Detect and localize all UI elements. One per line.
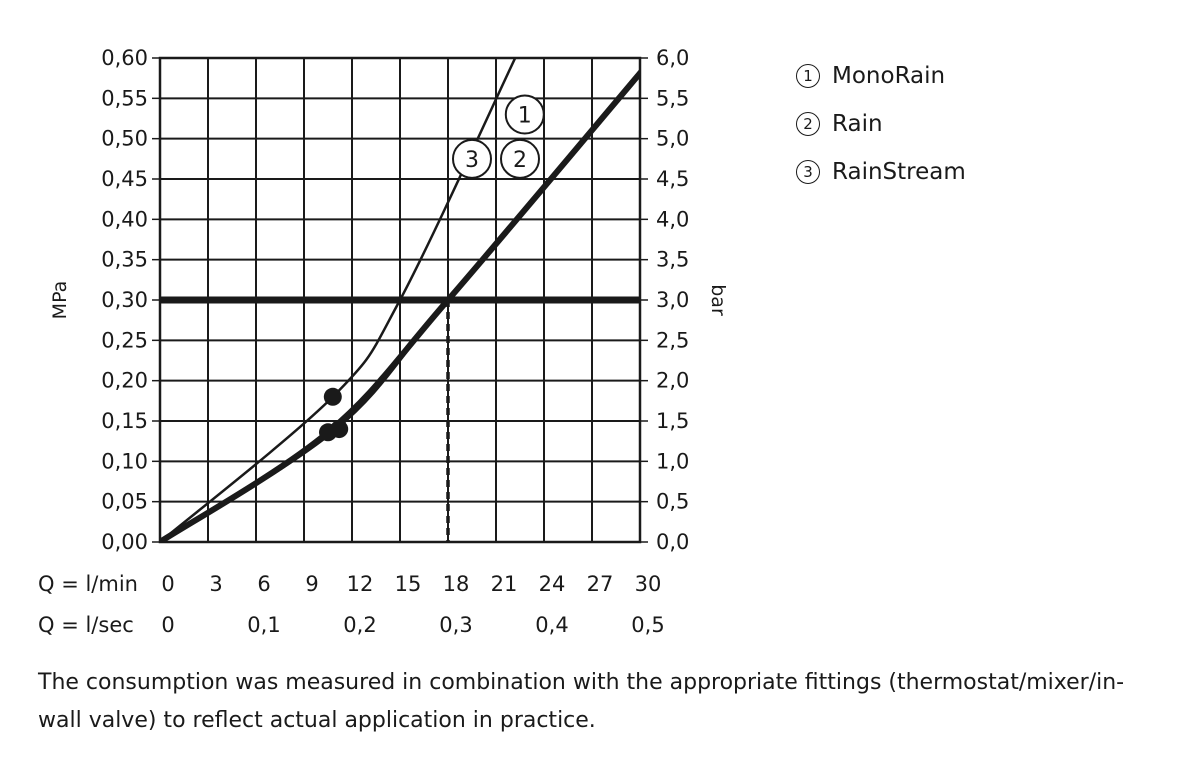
legend-marker-1: 1 [796, 64, 820, 88]
x-tick-label-lmin: 21 [491, 572, 518, 596]
x-tick-label-lsec: 0 [161, 613, 174, 637]
x-tick-label-lmin: 30 [635, 572, 662, 596]
x-tick-label-lsec: 0,2 [343, 613, 376, 637]
legend-label-rainstream: RainStream [832, 159, 966, 185]
y-axis-title-bar: bar [707, 284, 729, 316]
x-tick-label-lsec: 0,1 [247, 613, 280, 637]
y-tick-label-bar: 1,5 [656, 409, 689, 433]
y-tick-label-bar: 4,5 [656, 167, 689, 191]
legend: 1 MonoRain 2 Rain 3 RainStream [796, 52, 966, 196]
x-tick-label-lmin: 15 [395, 572, 422, 596]
y-tick-label-mpa: 0,55 [101, 86, 148, 110]
x-axis-title-lmin: Q = l/min [38, 572, 138, 596]
footnote: The consumption was measured in combinat… [38, 670, 1125, 733]
pressure-flow-chart: 0,000,050,100,150,200,250,300,350,400,45… [38, 46, 729, 637]
y-tick-label-bar: 0,5 [656, 490, 689, 514]
x-tick-label-lsec: 0,4 [535, 613, 568, 637]
y-tick-label-mpa: 0,60 [101, 46, 148, 70]
y-axis-title-mpa: MPa [49, 281, 71, 320]
y-tick-label-bar: 2,5 [656, 328, 689, 352]
y-tick-label-bar: 4,0 [656, 207, 689, 231]
x-tick-label-lsec: 0,5 [631, 613, 664, 637]
series-line-rain [160, 68, 640, 542]
y-tick-label-mpa: 0,50 [101, 127, 148, 151]
x-tick-label-lmin: 12 [347, 572, 374, 596]
y-tick-label-bar: 2,0 [656, 369, 689, 393]
legend-item-rain: 2 Rain [796, 100, 966, 148]
legend-marker-3: 3 [796, 160, 820, 184]
y-tick-label-bar: 1,0 [656, 449, 689, 473]
series-marker-label: 2 [513, 148, 527, 173]
y-tick-label-bar: 3,0 [656, 288, 689, 312]
y-tick-label-mpa: 0,05 [101, 490, 148, 514]
x-tick-label-lmin: 9 [305, 572, 318, 596]
x-tick-label-lmin: 18 [443, 572, 470, 596]
legend-label-rain: Rain [832, 111, 883, 137]
x-tick-label-lmin: 27 [587, 572, 614, 596]
y-tick-label-mpa: 0,00 [101, 530, 148, 554]
x-tick-label-lmin: 3 [209, 572, 222, 596]
legend-item-monorain: 1 MonoRain [796, 52, 966, 100]
operating-point-dot [330, 420, 349, 439]
series-marker-label: 1 [518, 103, 532, 128]
legend-label-monorain: MonoRain [832, 63, 946, 89]
y-tick-label-mpa: 0,40 [101, 207, 148, 231]
y-tick-label-mpa: 0,20 [101, 369, 148, 393]
series-marker-1 [504, 94, 545, 135]
x-tick-label-lmin: 24 [539, 572, 566, 596]
y-tick-label-mpa: 0,10 [101, 449, 148, 473]
legend-marker-2: 2 [796, 112, 820, 136]
x-axis-title-lsec: Q = l/sec [38, 613, 134, 637]
y-tick-label-bar: 6,0 [656, 46, 689, 70]
y-tick-label-mpa: 0,30 [101, 288, 148, 312]
y-tick-label-mpa: 0,45 [101, 167, 148, 191]
x-tick-label-lmin: 0 [161, 572, 174, 596]
x-tick-label-lmin: 6 [257, 572, 270, 596]
y-tick-label-bar: 5,5 [656, 86, 689, 110]
series-marker-label: 3 [465, 148, 479, 173]
y-tick-label-mpa: 0,15 [101, 409, 148, 433]
y-tick-label-bar: 0,0 [656, 530, 689, 554]
y-tick-label-mpa: 0,25 [101, 328, 148, 352]
y-tick-label-bar: 5,0 [656, 127, 689, 151]
series-marker-2 [500, 138, 540, 179]
legend-item-rainstream: 3 RainStream [796, 148, 966, 196]
operating-point-dot [323, 387, 342, 406]
y-tick-label-mpa: 0,35 [101, 248, 148, 272]
series-marker-3 [452, 138, 492, 179]
x-tick-label-lsec: 0,3 [439, 613, 472, 637]
y-tick-label-bar: 3,5 [656, 248, 689, 272]
